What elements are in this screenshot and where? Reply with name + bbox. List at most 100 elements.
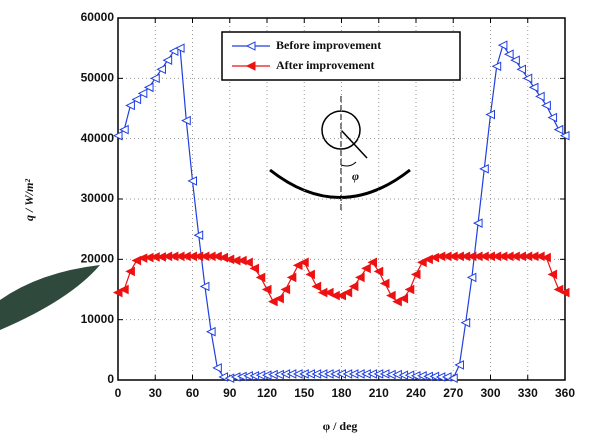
data-point (131, 94, 142, 105)
data-point (373, 266, 384, 277)
x-axis-label: φ / deg (323, 419, 358, 433)
x-tick-label: 120 (257, 386, 277, 400)
data-point (497, 40, 508, 50)
data-point (212, 363, 222, 373)
data-point (274, 293, 284, 304)
data-point (355, 272, 365, 283)
data-point (268, 296, 278, 307)
data-point (454, 360, 464, 370)
x-tick-label: 60 (186, 386, 200, 400)
data-point (112, 287, 123, 298)
data-point (559, 130, 570, 141)
y-axis-label: q / W/m² (22, 179, 36, 221)
data-point (143, 82, 154, 93)
data-point (292, 260, 303, 271)
data-point (249, 263, 260, 274)
data-point (466, 272, 477, 283)
x-tick-label: 150 (294, 386, 314, 400)
data-point (559, 287, 570, 298)
data-point (243, 257, 253, 268)
data-point (404, 284, 415, 295)
data-point (305, 269, 315, 280)
data-point (535, 91, 545, 102)
data-point (187, 176, 197, 186)
data-point (162, 55, 173, 66)
y-tick-label: 0 (107, 372, 114, 386)
y-tick-label: 40000 (81, 131, 115, 145)
data-point (125, 266, 135, 277)
data-point (448, 373, 458, 383)
x-tick-label: 330 (518, 386, 538, 400)
inset-angle (340, 161, 357, 167)
leaf-fragment (0, 265, 100, 330)
x-tick-label: 240 (406, 386, 426, 400)
data-point (206, 326, 216, 337)
data-point (119, 284, 129, 295)
x-tick-label: 360 (555, 386, 575, 400)
data-point (472, 218, 483, 228)
data-point (361, 263, 371, 274)
data-point (541, 252, 551, 263)
data-point (528, 82, 539, 93)
y-tick-label: 10000 (81, 312, 115, 326)
x-tick-label: 210 (369, 386, 389, 400)
x-tick-label: 0 (115, 386, 122, 400)
data-point (150, 73, 160, 84)
data-point (392, 296, 402, 307)
data-point (199, 281, 210, 292)
data-point (541, 100, 551, 111)
inset-radius (340, 129, 368, 159)
data-point (119, 124, 129, 135)
data-point (491, 61, 502, 72)
data-point (547, 112, 558, 123)
data-point (323, 287, 334, 298)
x-tick-label: 300 (480, 386, 500, 400)
y-tick-label: 20000 (81, 252, 115, 266)
x-tick-label: 30 (149, 386, 163, 400)
data-point (261, 284, 272, 295)
data-point (193, 230, 204, 241)
data-point (168, 46, 179, 56)
legend-box (221, 31, 461, 81)
data-point (398, 293, 409, 304)
data-point (348, 281, 359, 292)
data-point (286, 272, 297, 283)
data-point (460, 317, 471, 328)
data-point (504, 49, 514, 60)
data-point (156, 64, 166, 75)
legend-marker (245, 61, 256, 71)
data-point (379, 278, 390, 289)
x-tick-label: 180 (331, 386, 351, 400)
x-tick-label: 270 (443, 386, 463, 400)
data-point (479, 164, 489, 174)
series-line (117, 43, 566, 379)
data-point (410, 269, 421, 280)
legend-marker (245, 41, 256, 51)
inset-label: φ (352, 169, 359, 183)
data-point (137, 88, 148, 99)
data-point (174, 43, 185, 53)
data-point (181, 115, 191, 126)
data-point (342, 287, 353, 298)
data-point (280, 284, 291, 295)
data-point (510, 55, 520, 66)
data-point (299, 257, 309, 268)
data-point (553, 284, 564, 295)
data-point (485, 109, 495, 120)
data-point (553, 124, 564, 135)
data-point (255, 272, 266, 283)
y-tick-label: 60000 (81, 10, 115, 24)
data-point (336, 290, 346, 301)
legend: Before improvement After improvement (221, 31, 461, 81)
y-tick-label: 50000 (81, 71, 115, 85)
data-point (516, 64, 527, 75)
data-point (112, 130, 123, 141)
y-tick-label: 30000 (81, 191, 115, 205)
data-point (522, 73, 533, 84)
data-point (311, 281, 322, 292)
data-point (367, 257, 378, 268)
legend-label: After improvement (276, 58, 375, 72)
data-point (125, 100, 135, 111)
inset-arc (269, 168, 411, 199)
